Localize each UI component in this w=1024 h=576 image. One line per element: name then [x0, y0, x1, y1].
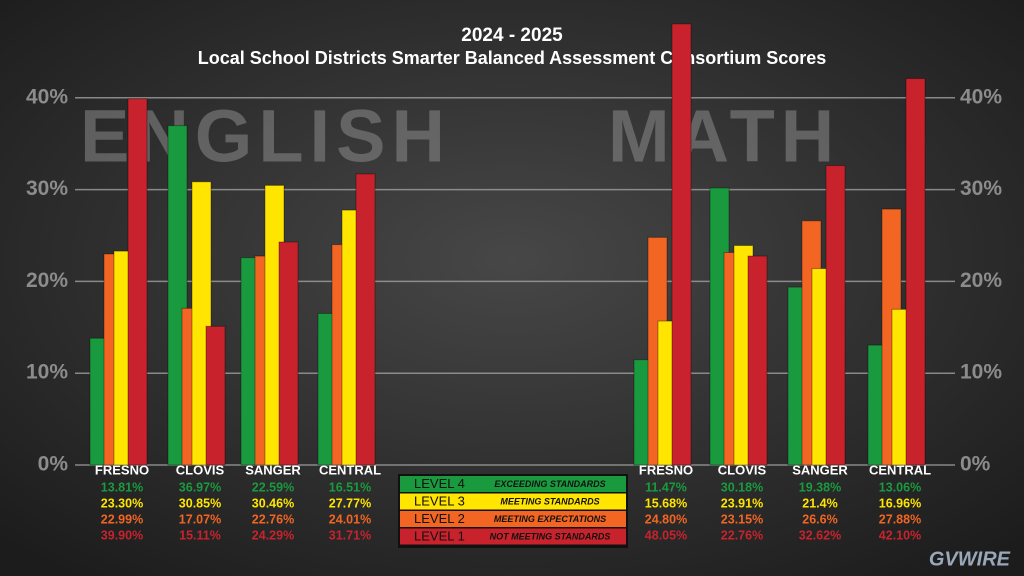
bar: [278, 241, 299, 466]
y-tick-label: 20%: [960, 269, 1002, 292]
legend-entry: LEVEL 3: [414, 494, 465, 509]
y-tick-label: 30%: [960, 177, 1002, 200]
bar: [825, 165, 846, 466]
legend-description: EXCEEDING STANDARDS: [494, 479, 605, 489]
x-tick-label: CLOVIS: [176, 462, 225, 477]
x-tick-label: CENTRAL: [319, 462, 381, 477]
value-label: 22.99%: [101, 512, 143, 526]
chart-subtitle: Local School Districts Smarter Balanced …: [198, 48, 827, 68]
value-label: 23.15%: [721, 512, 763, 526]
value-label: 24.29%: [252, 528, 294, 542]
value-label: 15.11%: [179, 528, 221, 542]
bar: [205, 325, 226, 466]
bar: [671, 23, 692, 466]
value-label: 24.01%: [329, 512, 371, 526]
bar: [355, 173, 376, 466]
legend-description: MEETING STANDARDS: [500, 497, 599, 507]
value-label: 11.47%: [645, 480, 687, 494]
value-label: 22.76%: [721, 528, 763, 542]
value-label: 15.68%: [645, 496, 687, 510]
value-label: 22.59%: [252, 480, 294, 494]
y-tick-label: 40%: [26, 85, 68, 108]
x-tick-label: SANGER: [245, 462, 301, 477]
legend-description: NOT MEETING STANDARDS: [490, 532, 611, 542]
value-label: 27.77%: [329, 496, 371, 510]
legend-swatch: [400, 528, 626, 545]
value-label: 39.90%: [101, 528, 143, 542]
logo: GVWIRE: [929, 548, 1011, 570]
y-tick-label: 10%: [960, 361, 1002, 384]
legend-entry: LEVEL 1: [414, 529, 465, 544]
value-label: 32.62%: [799, 528, 841, 542]
bar: [127, 98, 148, 466]
value-label: 27.88%: [879, 512, 921, 526]
x-tick-label: SANGER: [792, 462, 848, 477]
value-label: 21.4%: [802, 496, 837, 510]
value-label: 48.05%: [645, 528, 687, 542]
legend-swatch: [400, 476, 626, 492]
legend-description: MEETING EXPECTATIONS: [494, 514, 606, 524]
legend-entry: LEVEL 4: [414, 476, 465, 491]
legend-swatch: [400, 511, 626, 527]
value-label: 30.18%: [721, 480, 763, 494]
value-label: 16.51%: [329, 480, 371, 494]
bar: [747, 255, 768, 466]
legend-swatch: [400, 493, 626, 510]
y-tick-label: 0%: [38, 453, 69, 476]
value-label: 13.81%: [101, 480, 143, 494]
panel-label: MATH: [608, 95, 840, 178]
x-tick-label: FRESNO: [639, 462, 693, 477]
value-label: 26.6%: [802, 512, 837, 526]
y-tick-label: 0%: [960, 453, 991, 476]
y-tick-label: 10%: [26, 361, 68, 384]
value-label: 16.96%: [879, 496, 921, 510]
value-label: 22.76%: [252, 512, 294, 526]
value-label: 30.85%: [179, 496, 221, 510]
y-tick-label: 30%: [26, 177, 68, 200]
value-label: 30.46%: [252, 496, 294, 510]
y-tick-label: 20%: [26, 269, 68, 292]
value-label: 23.91%: [721, 496, 763, 510]
bar: [905, 78, 926, 466]
y-tick-label: 40%: [960, 85, 1002, 108]
legend-entry: LEVEL 2: [414, 511, 465, 526]
value-label: 42.10%: [879, 528, 921, 542]
value-label: 31.71%: [329, 528, 371, 542]
x-tick-label: CLOVIS: [718, 462, 767, 477]
x-tick-label: FRESNO: [95, 462, 149, 477]
value-label: 17.07%: [179, 512, 221, 526]
value-label: 13.06%: [879, 480, 921, 494]
value-label: 24.80%: [645, 512, 687, 526]
x-tick-label: CENTRAL: [869, 462, 931, 477]
chart-title: 2024 - 2025: [461, 25, 563, 46]
value-label: 19.38%: [799, 480, 841, 494]
value-label: 23.30%: [101, 496, 143, 510]
value-label: 36.97%: [179, 480, 221, 494]
